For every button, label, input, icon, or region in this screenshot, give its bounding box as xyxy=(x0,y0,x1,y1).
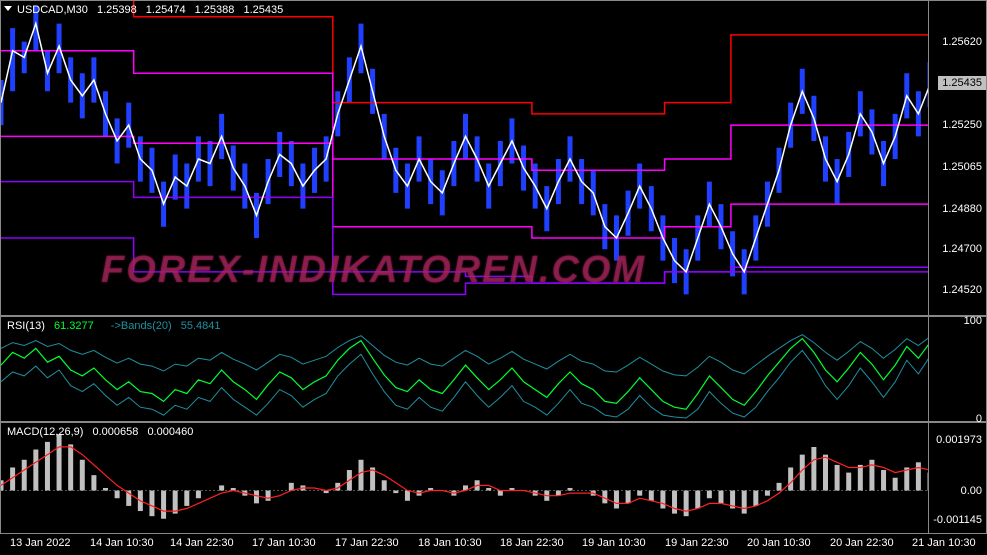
y-tick: 0.001973 xyxy=(936,434,982,446)
rsi-header: RSI(13) 61.3277 ->Bands(20) 55.4841 xyxy=(7,320,226,332)
rsi-extra: ->Bands(20) xyxy=(111,320,172,332)
macd-header: MACD(12,26,9) 0.000658 0.000460 xyxy=(7,426,199,438)
ohlc-o: 1.25398 xyxy=(97,4,137,16)
x-tick: 20 Jan 22:30 xyxy=(830,537,894,549)
rsi-label: RSI(13) xyxy=(7,320,45,332)
ohlc-c: 1.25435 xyxy=(243,4,283,16)
price-badge: 1.25435 xyxy=(938,76,986,90)
macd-label: MACD(12,26,9) xyxy=(7,426,83,438)
x-tick: 19 Jan 22:30 xyxy=(665,537,729,549)
x-tick: 17 Jan 10:30 xyxy=(252,537,316,549)
y-tick: -0.001145 xyxy=(933,514,982,526)
x-tick: 20 Jan 10:30 xyxy=(747,537,811,549)
ohlc-l: 1.25388 xyxy=(195,4,235,16)
y-tick: 1.25620 xyxy=(942,36,982,48)
time-axis: 13 Jan 2022 14 Jan 10:30 14 Jan 22:30 17 Ja… xyxy=(0,534,987,555)
rsi-yaxis: 1000 xyxy=(928,317,986,421)
watermark: FOREX-INDIKATOREN.COM xyxy=(101,249,646,292)
macd-panel: MACD(12,26,9) 0.000658 0.000460 0.001973… xyxy=(0,422,987,534)
macd-v2: 0.000460 xyxy=(147,426,193,438)
y-tick: 1.25250 xyxy=(942,119,982,131)
x-tick: 19 Jan 10:30 xyxy=(582,537,646,549)
rsi-svg xyxy=(1,317,928,421)
main-yaxis: 1.25620 1.25435 1.25250 1.25065 1.24880 1.247… xyxy=(928,1,986,315)
y-tick: 1.25065 xyxy=(942,161,982,173)
y-tick: 0.00 xyxy=(961,485,982,497)
x-tick: 18 Jan 22:30 xyxy=(500,537,564,549)
x-tick: 13 Jan 2022 xyxy=(10,537,71,549)
ohlc-h: 1.25474 xyxy=(146,4,186,16)
y-tick: 1.24520 xyxy=(942,284,982,296)
symbol-timeframe: USDCAD,M30 xyxy=(17,4,88,16)
main-header: USDCAD,M30 1.25398 1.25474 1.25388 1.254… xyxy=(17,4,289,16)
macd-body[interactable] xyxy=(1,423,928,533)
y-tick: 1.24880 xyxy=(942,203,982,215)
x-tick: 21 Jan 10:30 xyxy=(912,537,976,549)
x-tick: 14 Jan 10:30 xyxy=(90,537,154,549)
x-tick: 17 Jan 22:30 xyxy=(335,537,399,549)
main-chart-panel: USDCAD,M30 1.25398 1.25474 1.25388 1.254… xyxy=(0,0,987,316)
y-tick: 1.24700 xyxy=(942,243,982,255)
rsi-body[interactable] xyxy=(1,317,928,421)
macd-v1: 0.000658 xyxy=(92,426,138,438)
x-tick: 18 Jan 10:30 xyxy=(418,537,482,549)
main-chart-body[interactable]: FOREX-INDIKATOREN.COM xyxy=(1,1,928,315)
x-tick: 14 Jan 22:30 xyxy=(170,537,234,549)
dropdown-icon[interactable] xyxy=(4,6,12,11)
rsi-v1: 61.3277 xyxy=(54,320,94,332)
rsi-v2: 55.4841 xyxy=(181,320,221,332)
macd-svg xyxy=(1,423,928,533)
rsi-panel: RSI(13) 61.3277 ->Bands(20) 55.4841 1000 xyxy=(0,316,987,422)
y-tick: 100 xyxy=(964,315,982,327)
macd-yaxis: 0.001973 0.00 -0.001145 xyxy=(928,423,986,533)
